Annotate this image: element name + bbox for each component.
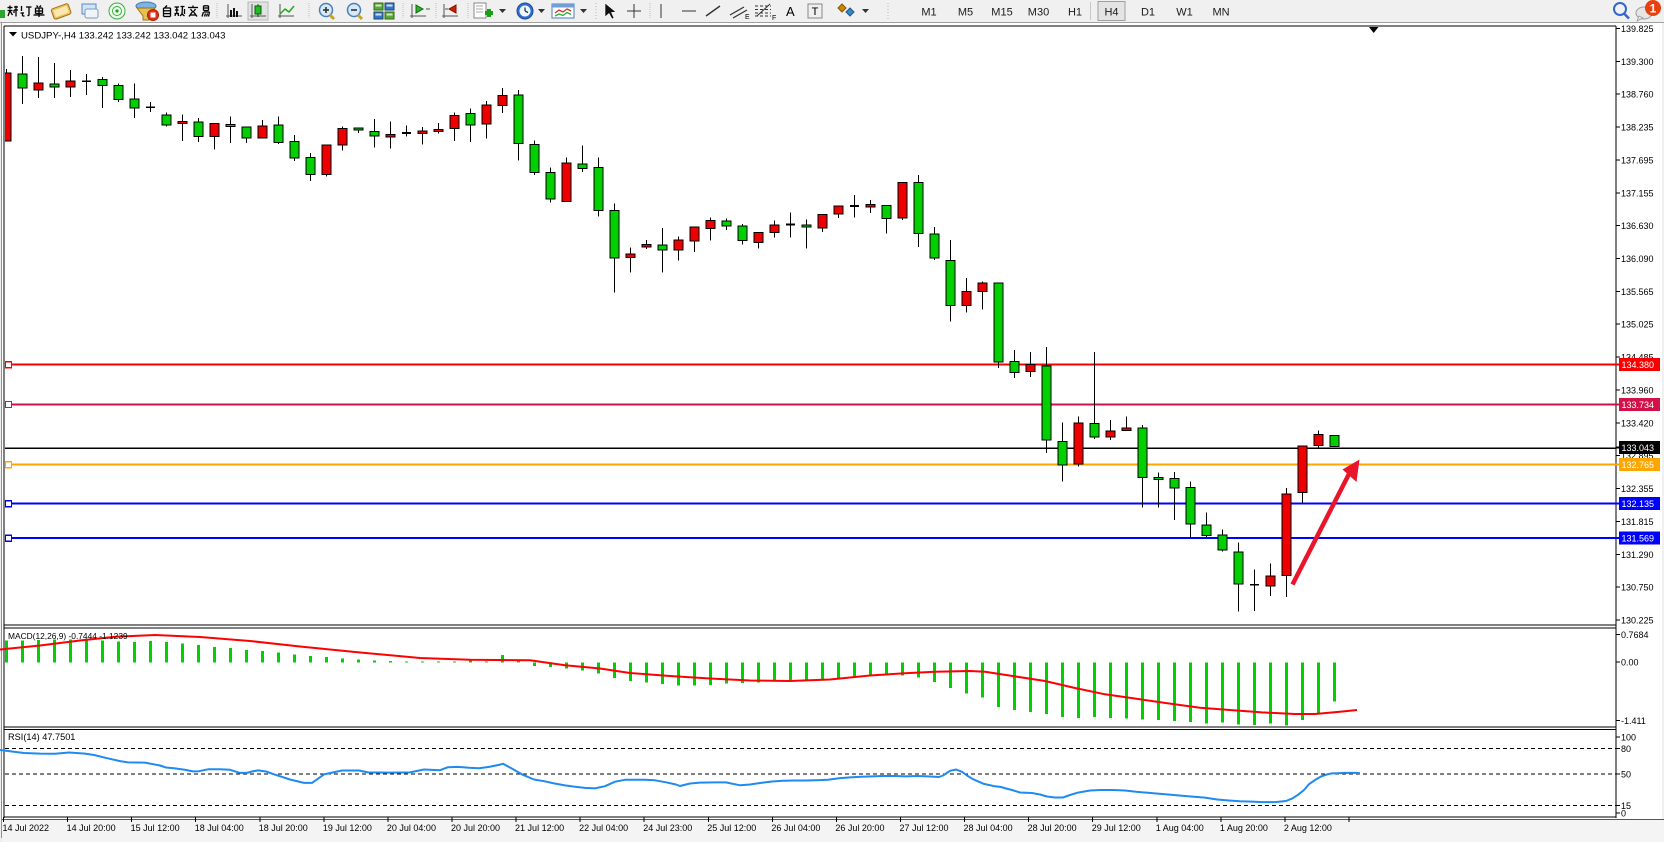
svg-text:H4: H4 xyxy=(1104,7,1118,19)
svg-text:18 Jul 20:00: 18 Jul 20:00 xyxy=(259,823,308,833)
svg-text:22 Jul 04:00: 22 Jul 04:00 xyxy=(579,823,628,833)
svg-text:USDJPY-,H4 133.242 133.242 13: USDJPY-,H4 133.242 133.242 133.042 133.0… xyxy=(21,31,225,42)
svg-text:50: 50 xyxy=(1621,770,1631,780)
svg-text:1: 1 xyxy=(1650,2,1657,16)
svg-text:28 Jul 04:00: 28 Jul 04:00 xyxy=(964,823,1013,833)
svg-text:130.750: 130.750 xyxy=(1621,583,1654,593)
svg-text:M15: M15 xyxy=(991,7,1012,19)
svg-text:137.695: 137.695 xyxy=(1621,155,1654,165)
svg-text:135.565: 135.565 xyxy=(1621,287,1654,297)
svg-text:136.630: 136.630 xyxy=(1621,221,1654,231)
svg-text:139.825: 139.825 xyxy=(1621,24,1654,34)
svg-text:RSI(14) 47.7501: RSI(14) 47.7501 xyxy=(8,732,75,742)
svg-text:138.760: 138.760 xyxy=(1621,90,1654,100)
svg-text:20 Jul 04:00: 20 Jul 04:00 xyxy=(387,823,436,833)
svg-text:W1: W1 xyxy=(1176,7,1193,19)
svg-text:26 Jul 20:00: 26 Jul 20:00 xyxy=(835,823,884,833)
svg-text:29 Jul 12:00: 29 Jul 12:00 xyxy=(1092,823,1141,833)
svg-text:131.290: 131.290 xyxy=(1621,550,1654,560)
svg-text:27 Jul 12:00: 27 Jul 12:00 xyxy=(899,823,948,833)
svg-text:132.135: 132.135 xyxy=(1622,499,1655,509)
svg-text:139.300: 139.300 xyxy=(1621,57,1654,67)
svg-text:137.155: 137.155 xyxy=(1621,188,1654,198)
svg-text:1 Aug 04:00: 1 Aug 04:00 xyxy=(1156,823,1204,833)
svg-text:28 Jul 20:00: 28 Jul 20:00 xyxy=(1028,823,1077,833)
svg-text:132.895: 132.895 xyxy=(1621,451,1654,461)
svg-text:D1: D1 xyxy=(1141,7,1155,19)
svg-text:25 Jul 12:00: 25 Jul 12:00 xyxy=(707,823,756,833)
svg-text:132.355: 132.355 xyxy=(1621,484,1654,494)
svg-text:MN: MN xyxy=(1212,7,1229,19)
svg-text:133.734: 133.734 xyxy=(1622,400,1655,410)
svg-text:19 Jul 12:00: 19 Jul 12:00 xyxy=(323,823,372,833)
svg-text:2 Aug 12:00: 2 Aug 12:00 xyxy=(1284,823,1332,833)
svg-text:M5: M5 xyxy=(958,7,973,19)
svg-text:0: 0 xyxy=(1621,809,1626,819)
svg-text:138.235: 138.235 xyxy=(1621,123,1654,133)
svg-text:18 Jul 04:00: 18 Jul 04:00 xyxy=(195,823,244,833)
svg-text:0.00: 0.00 xyxy=(1621,657,1639,667)
svg-text:136.090: 136.090 xyxy=(1621,254,1654,264)
svg-text:134.485: 134.485 xyxy=(1621,353,1654,363)
svg-text:14 Jul 2022: 14 Jul 2022 xyxy=(3,823,50,833)
svg-text:0.7684: 0.7684 xyxy=(1621,630,1649,640)
svg-text:A: A xyxy=(786,4,795,19)
svg-text:131.815: 131.815 xyxy=(1621,517,1654,527)
svg-text:80: 80 xyxy=(1621,744,1631,754)
svg-text:132.765: 132.765 xyxy=(1622,460,1655,470)
svg-text:134.380: 134.380 xyxy=(1622,360,1655,370)
svg-text:M30: M30 xyxy=(1028,7,1049,19)
svg-text:T: T xyxy=(812,6,819,18)
svg-text:F: F xyxy=(772,15,776,22)
svg-text:15 Jul 12:00: 15 Jul 12:00 xyxy=(131,823,180,833)
svg-text:130.225: 130.225 xyxy=(1621,616,1654,626)
svg-text:133.043: 133.043 xyxy=(1622,443,1655,453)
svg-text:133.420: 133.420 xyxy=(1621,418,1654,428)
svg-text:135.025: 135.025 xyxy=(1621,320,1654,330)
svg-text:21 Jul 12:00: 21 Jul 12:00 xyxy=(515,823,564,833)
svg-text:E: E xyxy=(745,14,750,21)
svg-text:MACD(12,26,9) -0.7444 -1.1239: MACD(12,26,9) -0.7444 -1.1239 xyxy=(8,631,128,641)
svg-text:26 Jul 04:00: 26 Jul 04:00 xyxy=(771,823,820,833)
svg-text:131.569: 131.569 xyxy=(1622,534,1655,544)
svg-text:100: 100 xyxy=(1621,733,1636,743)
svg-text:24 Jul 23:00: 24 Jul 23:00 xyxy=(643,823,692,833)
svg-text:14 Jul 20:00: 14 Jul 20:00 xyxy=(67,823,116,833)
svg-text:H1: H1 xyxy=(1068,7,1082,19)
svg-text:M1: M1 xyxy=(921,7,936,19)
svg-text:20 Jul 20:00: 20 Jul 20:00 xyxy=(451,823,500,833)
svg-text:-1.411: -1.411 xyxy=(1621,716,1646,726)
svg-text:133.960: 133.960 xyxy=(1621,385,1654,395)
svg-text:1 Aug 20:00: 1 Aug 20:00 xyxy=(1220,823,1268,833)
svg-text:15: 15 xyxy=(1621,801,1631,811)
